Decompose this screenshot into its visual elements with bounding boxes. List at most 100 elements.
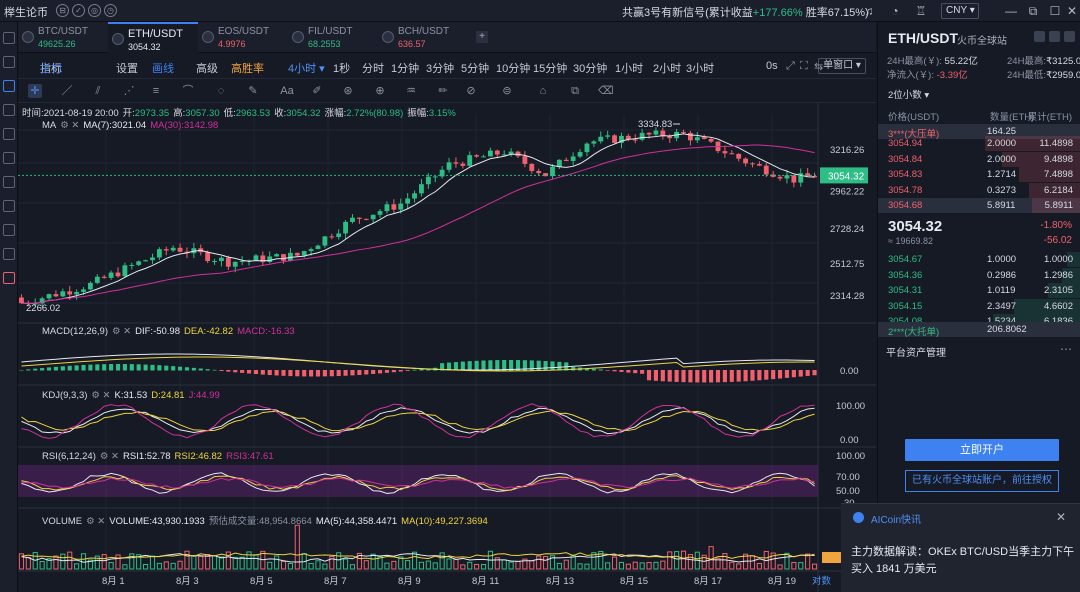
parallel-icon[interactable]: ⫽ xyxy=(95,85,101,97)
sidebar-data-icon[interactable] xyxy=(3,176,15,188)
orderbook-row[interactable]: 3054.67 1.0000 1.0000 xyxy=(878,252,1080,267)
user-icon[interactable]: ◔ xyxy=(891,4,899,18)
toolbar-item[interactable]: 1秒 xyxy=(333,63,351,75)
orderbook-row[interactable]: 3054.78 0.3273 6.2184 xyxy=(878,182,1080,198)
layout-icon[interactable]: ⊟ xyxy=(56,4,69,17)
line-icon[interactable]: ／ xyxy=(61,85,73,97)
time-label: 时间:2021-08-19 20:00 xyxy=(22,108,119,119)
tab-eos-usdt[interactable]: EOS/USDT 4.9976 xyxy=(198,22,288,53)
toolbar-item[interactable]: 画线 xyxy=(152,63,174,75)
settings-icon[interactable] xyxy=(1034,31,1045,42)
clock-icon[interactable]: ◷ xyxy=(104,4,117,17)
news-popup[interactable]: AICoin快讯 ✕ 主力数据解读：OKEx BTC/USD当季主力下午买入 1… xyxy=(841,503,1080,592)
toolbar-item[interactable]: 高胜率 xyxy=(231,63,264,75)
toolbar-item[interactable]: 高级 xyxy=(196,63,218,75)
toolbar-item[interactable]: 1分钟 xyxy=(391,63,420,75)
bell-icon[interactable]: ♫ xyxy=(864,4,874,18)
shirt-icon[interactable]: ♖ xyxy=(915,4,927,18)
compass-icon[interactable]: ◎ xyxy=(88,4,101,17)
lock-icon[interactable]: ⊜ xyxy=(502,85,512,97)
sidebar-tools-icon[interactable] xyxy=(3,152,15,164)
pen-icon[interactable]: ✐ xyxy=(312,85,322,97)
star-icon[interactable] xyxy=(1049,31,1060,42)
big-ask-row[interactable]: 3***(大压单) 164.25 xyxy=(878,124,1080,140)
sidebar-market-icon[interactable] xyxy=(3,56,15,68)
toolbar-item[interactable]: 5分钟 xyxy=(461,63,490,75)
signal-promo[interactable]: 共赢3号有新信号(累计收益+177.66% 胜率67.15%) xyxy=(622,7,869,19)
orderbook-row[interactable]: 3054.31 1.0119 2.3105 xyxy=(878,283,1080,298)
brush-icon[interactable]: ✎ xyxy=(248,85,258,97)
toolbar-item[interactable]: 15分钟 xyxy=(533,63,568,75)
toolbar-item[interactable]: 10分钟 xyxy=(496,63,531,75)
big-bid-row[interactable]: 2***(大托单) 206.8062 xyxy=(878,322,1080,338)
toolbar-item[interactable]: 分时 xyxy=(362,63,384,75)
volume-bar xyxy=(625,563,631,570)
sidebar-list-icon[interactable] xyxy=(3,104,15,116)
hide-icon[interactable]: ⊘ xyxy=(466,85,476,97)
orderbook-row[interactable]: 3054.68 5.8911 5.8911 xyxy=(878,198,1080,213)
fullscreen-icon[interactable]: ⤢ xyxy=(786,60,795,72)
shield-icon[interactable]: ✓ xyxy=(72,4,85,17)
sidebar-home-icon[interactable] xyxy=(3,32,15,44)
ray-icon[interactable]: ⋰ xyxy=(123,85,135,97)
restore-icon[interactable]: ⧉ xyxy=(1028,4,1038,18)
popup-close-icon[interactable]: ✕ xyxy=(1055,510,1066,524)
pencil-icon[interactable]: ✏ xyxy=(438,85,448,97)
swap-icon[interactable]: ⇆ xyxy=(814,61,824,73)
tab-fil-usdt[interactable]: FIL/USDT 68.2553 xyxy=(288,22,378,53)
tab-bch-usdt[interactable]: BCH/USDT 636.57 xyxy=(378,22,468,53)
toolbar-item[interactable]: 2小时 xyxy=(653,63,682,75)
orderbook-row[interactable]: 3054.84 2.0000 9.4898 xyxy=(878,151,1080,167)
more-icon[interactable]: ⋯ xyxy=(1060,342,1072,356)
sidebar-fire-icon[interactable] xyxy=(3,272,15,284)
fib-icon[interactable]: ≡ xyxy=(152,85,160,97)
sidebar-news-icon[interactable] xyxy=(3,128,15,140)
refresh-interval[interactable]: 0s xyxy=(766,60,778,72)
toolbar-item[interactable]: 30分钟 xyxy=(573,63,608,75)
toolbar-item[interactable]: 3分钟 xyxy=(426,63,455,75)
toolbar-item[interactable]: 主力 xyxy=(40,63,62,75)
circle-icon[interactable]: ◌ xyxy=(217,85,225,97)
orderbook-row[interactable]: 3054.94 2.0000 11.4898 xyxy=(878,136,1080,151)
toolbar-item[interactable]: 4小时 ▾ xyxy=(288,63,325,75)
window-mode-select[interactable]: 单窗口 ▾ xyxy=(818,58,866,74)
chart-area[interactable]: 3216.26 2962.22 2728.24 2512.75 2314.28 3054.… xyxy=(18,103,876,592)
sidebar-settings-icon[interactable] xyxy=(3,224,15,236)
open-account-button[interactable]: 立即开户 xyxy=(905,439,1059,461)
magnet-icon[interactable]: ⌂ xyxy=(539,85,547,97)
depth-select[interactable]: 2位小数 ▾ xyxy=(888,90,930,101)
maximize-icon[interactable]: ☐ xyxy=(1049,4,1061,18)
toolbar-item[interactable]: 指标 xyxy=(40,63,62,75)
wave-icon[interactable]: ♒ xyxy=(406,85,416,97)
pattern-icon[interactable]: ⊛ xyxy=(343,85,353,97)
sidebar-chart-icon[interactable] xyxy=(3,80,15,92)
sidebar-alert-icon[interactable] xyxy=(3,200,15,212)
close-icon[interactable]: ✕ xyxy=(1066,4,1078,18)
tab-eth-usdt[interactable]: ETH/USDT 3054.32 xyxy=(108,22,198,53)
delete-icon[interactable]: ⌫ xyxy=(598,85,614,97)
tab-btc-usdt[interactable]: BTC/USDT 49625.26 xyxy=(18,22,108,53)
macd-bar xyxy=(681,370,686,383)
candles xyxy=(19,127,817,308)
minimize-icon[interactable]: — xyxy=(1005,4,1017,18)
text-icon[interactable]: Aa xyxy=(280,85,294,97)
add-tab-button[interactable]: + xyxy=(476,31,488,43)
macd-bar xyxy=(509,360,514,371)
expand-icon[interactable]: ⛶ xyxy=(800,60,808,72)
expand-icon[interactable] xyxy=(1064,31,1075,42)
toolbar-item[interactable]: 1小时 xyxy=(615,63,644,75)
asset-mgmt[interactable]: 平台资产管理 xyxy=(886,348,946,359)
currency-select[interactable]: CNY ▾ xyxy=(941,3,979,19)
toolbar-item[interactable]: 3小时 xyxy=(686,63,715,75)
orderbook-row[interactable]: 3054.15 2.3497 4.6602 xyxy=(878,298,1080,314)
crosshair-icon[interactable]: ✛ xyxy=(28,84,42,98)
toolbar-item[interactable]: 设置 xyxy=(116,63,138,75)
copy-icon[interactable]: ⧉ xyxy=(571,85,579,97)
arc-icon[interactable]: ⌒ xyxy=(182,85,194,97)
orderbook-row[interactable]: 3054.83 1.2714 7.4898 xyxy=(878,167,1080,182)
orderbook-row[interactable]: 3054.36 0.2986 1.2986 xyxy=(878,267,1080,283)
log-scale-toggle[interactable]: 对数 xyxy=(812,575,832,587)
sidebar-more-icon[interactable] xyxy=(3,248,15,260)
authorize-button[interactable]: 已有火币全球站账户，前往授权 xyxy=(905,470,1059,492)
target-icon[interactable]: ⊕ xyxy=(375,85,385,97)
